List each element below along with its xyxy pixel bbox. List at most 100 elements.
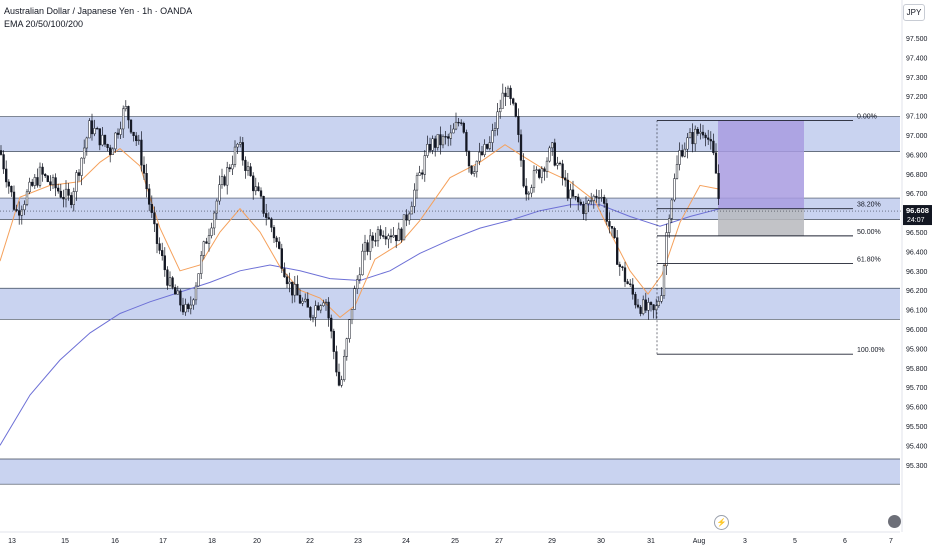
lightning-bolt-icon[interactable]: ⚡ <box>714 515 729 530</box>
candle <box>707 129 710 145</box>
currency-badge[interactable]: JPY <box>903 4 925 21</box>
candle <box>426 135 429 158</box>
candle <box>691 123 694 153</box>
candle <box>124 100 127 112</box>
candle <box>447 133 450 147</box>
candle <box>517 108 520 143</box>
candle <box>236 142 239 154</box>
candle <box>519 129 523 167</box>
candle <box>358 267 361 284</box>
long-position-stop-area[interactable] <box>718 208 804 236</box>
candle <box>423 150 426 182</box>
fib-level-label: 38.20% <box>857 202 881 209</box>
fib-level-label: 50.00% <box>857 229 881 236</box>
candle <box>610 225 614 237</box>
time-axis-tick: Aug <box>693 538 706 545</box>
candle <box>465 129 468 157</box>
candle <box>187 302 190 313</box>
candle <box>595 189 598 203</box>
candle <box>98 128 101 151</box>
candle <box>709 131 712 150</box>
candle <box>564 170 567 187</box>
candle <box>174 284 177 295</box>
candle <box>525 178 528 201</box>
symbol-title[interactable]: Australian Dollar / Japanese Yen · 1h · … <box>4 6 193 16</box>
candle <box>46 174 49 183</box>
candle <box>202 240 205 260</box>
candle <box>28 177 31 195</box>
candle <box>670 198 673 224</box>
candle <box>379 225 382 240</box>
price-axis-tick: 97.500 <box>906 36 928 43</box>
candle <box>184 298 187 316</box>
candle <box>491 123 494 152</box>
fib-level-label: 0.00% <box>857 113 877 120</box>
candle <box>657 296 660 308</box>
price-axis-tick: 97.400 <box>906 55 928 62</box>
time-axis-tick: 24 <box>402 538 410 545</box>
candle <box>317 302 320 311</box>
price-axis-tick: 97.000 <box>906 133 928 140</box>
supply-demand-zone-3[interactable] <box>0 458 900 485</box>
candle <box>397 222 400 242</box>
candle <box>361 243 364 276</box>
candle <box>283 262 286 278</box>
candle <box>158 237 161 255</box>
price-axis-tick: 95.900 <box>906 346 928 353</box>
candle <box>194 282 198 305</box>
candle <box>660 287 663 304</box>
candle <box>439 126 442 155</box>
candle <box>514 102 517 118</box>
candle <box>327 297 330 327</box>
candle <box>127 105 130 129</box>
candle <box>10 185 13 197</box>
candle <box>122 105 125 138</box>
supply-demand-zone-1[interactable] <box>0 198 900 220</box>
candle <box>579 199 582 206</box>
candle <box>200 251 203 279</box>
candle <box>75 170 78 201</box>
candle <box>179 289 182 312</box>
time-axis-tick: 20 <box>253 538 261 545</box>
candle <box>681 144 684 158</box>
candle <box>675 155 679 180</box>
candle <box>652 304 655 319</box>
candle <box>434 135 437 157</box>
candle <box>428 137 432 154</box>
candle <box>267 212 270 220</box>
candle <box>626 278 629 285</box>
candle <box>506 85 510 98</box>
candle <box>566 172 569 202</box>
candle <box>270 217 273 233</box>
price-axis-tick: 96.500 <box>906 230 928 237</box>
ema-slow-line[interactable] <box>0 204 721 446</box>
candle <box>574 196 577 201</box>
indicator-label[interactable]: EMA 20/50/100/200 <box>4 19 84 29</box>
candle <box>613 226 616 239</box>
candle <box>51 174 55 189</box>
candle <box>410 201 413 215</box>
candle <box>441 134 445 149</box>
candle <box>275 235 278 248</box>
candle <box>356 275 359 295</box>
candle <box>694 125 697 152</box>
candle <box>153 206 156 232</box>
candle <box>623 261 627 287</box>
candle <box>603 194 606 208</box>
candle <box>402 214 406 241</box>
candle <box>288 272 291 293</box>
candle <box>704 132 707 147</box>
candle <box>488 136 491 151</box>
candle <box>553 138 556 167</box>
candle <box>636 298 640 309</box>
candle <box>621 265 624 271</box>
candle <box>605 198 608 226</box>
candle <box>25 189 29 207</box>
time-axis-tick: 18 <box>208 538 216 545</box>
current-price-tag[interactable]: 96.608 24:07 <box>903 205 932 226</box>
candle <box>457 117 460 127</box>
supply-demand-zone-2[interactable] <box>0 288 900 320</box>
long-position-target-area[interactable] <box>718 120 804 209</box>
candle <box>244 156 247 179</box>
